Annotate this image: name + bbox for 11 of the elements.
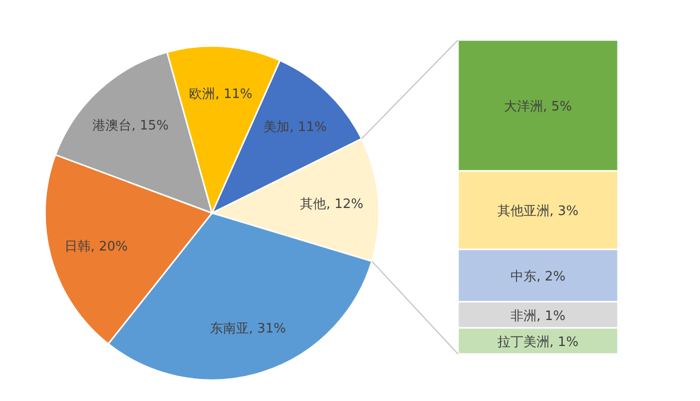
slice-label: 欧洲, 11%	[189, 87, 252, 102]
slice-label: 东南亚, 31%	[210, 322, 286, 337]
data-label: 其他亚洲, 3%	[498, 204, 578, 220]
data-label: 中东, 2%	[510, 270, 566, 284]
slice-label: 美加, 11%	[264, 119, 327, 136]
slice-label: 日韩, 20%	[64, 239, 128, 254]
data-label: 非洲, 1%	[510, 308, 566, 324]
data-label: 拉丁美洲, 1%	[498, 334, 578, 350]
data-label: 大洋洲, 5%	[504, 99, 572, 114]
slice-label: 其他, 12%	[300, 196, 364, 212]
slice-label: 港澳台, 15%	[92, 118, 169, 134]
